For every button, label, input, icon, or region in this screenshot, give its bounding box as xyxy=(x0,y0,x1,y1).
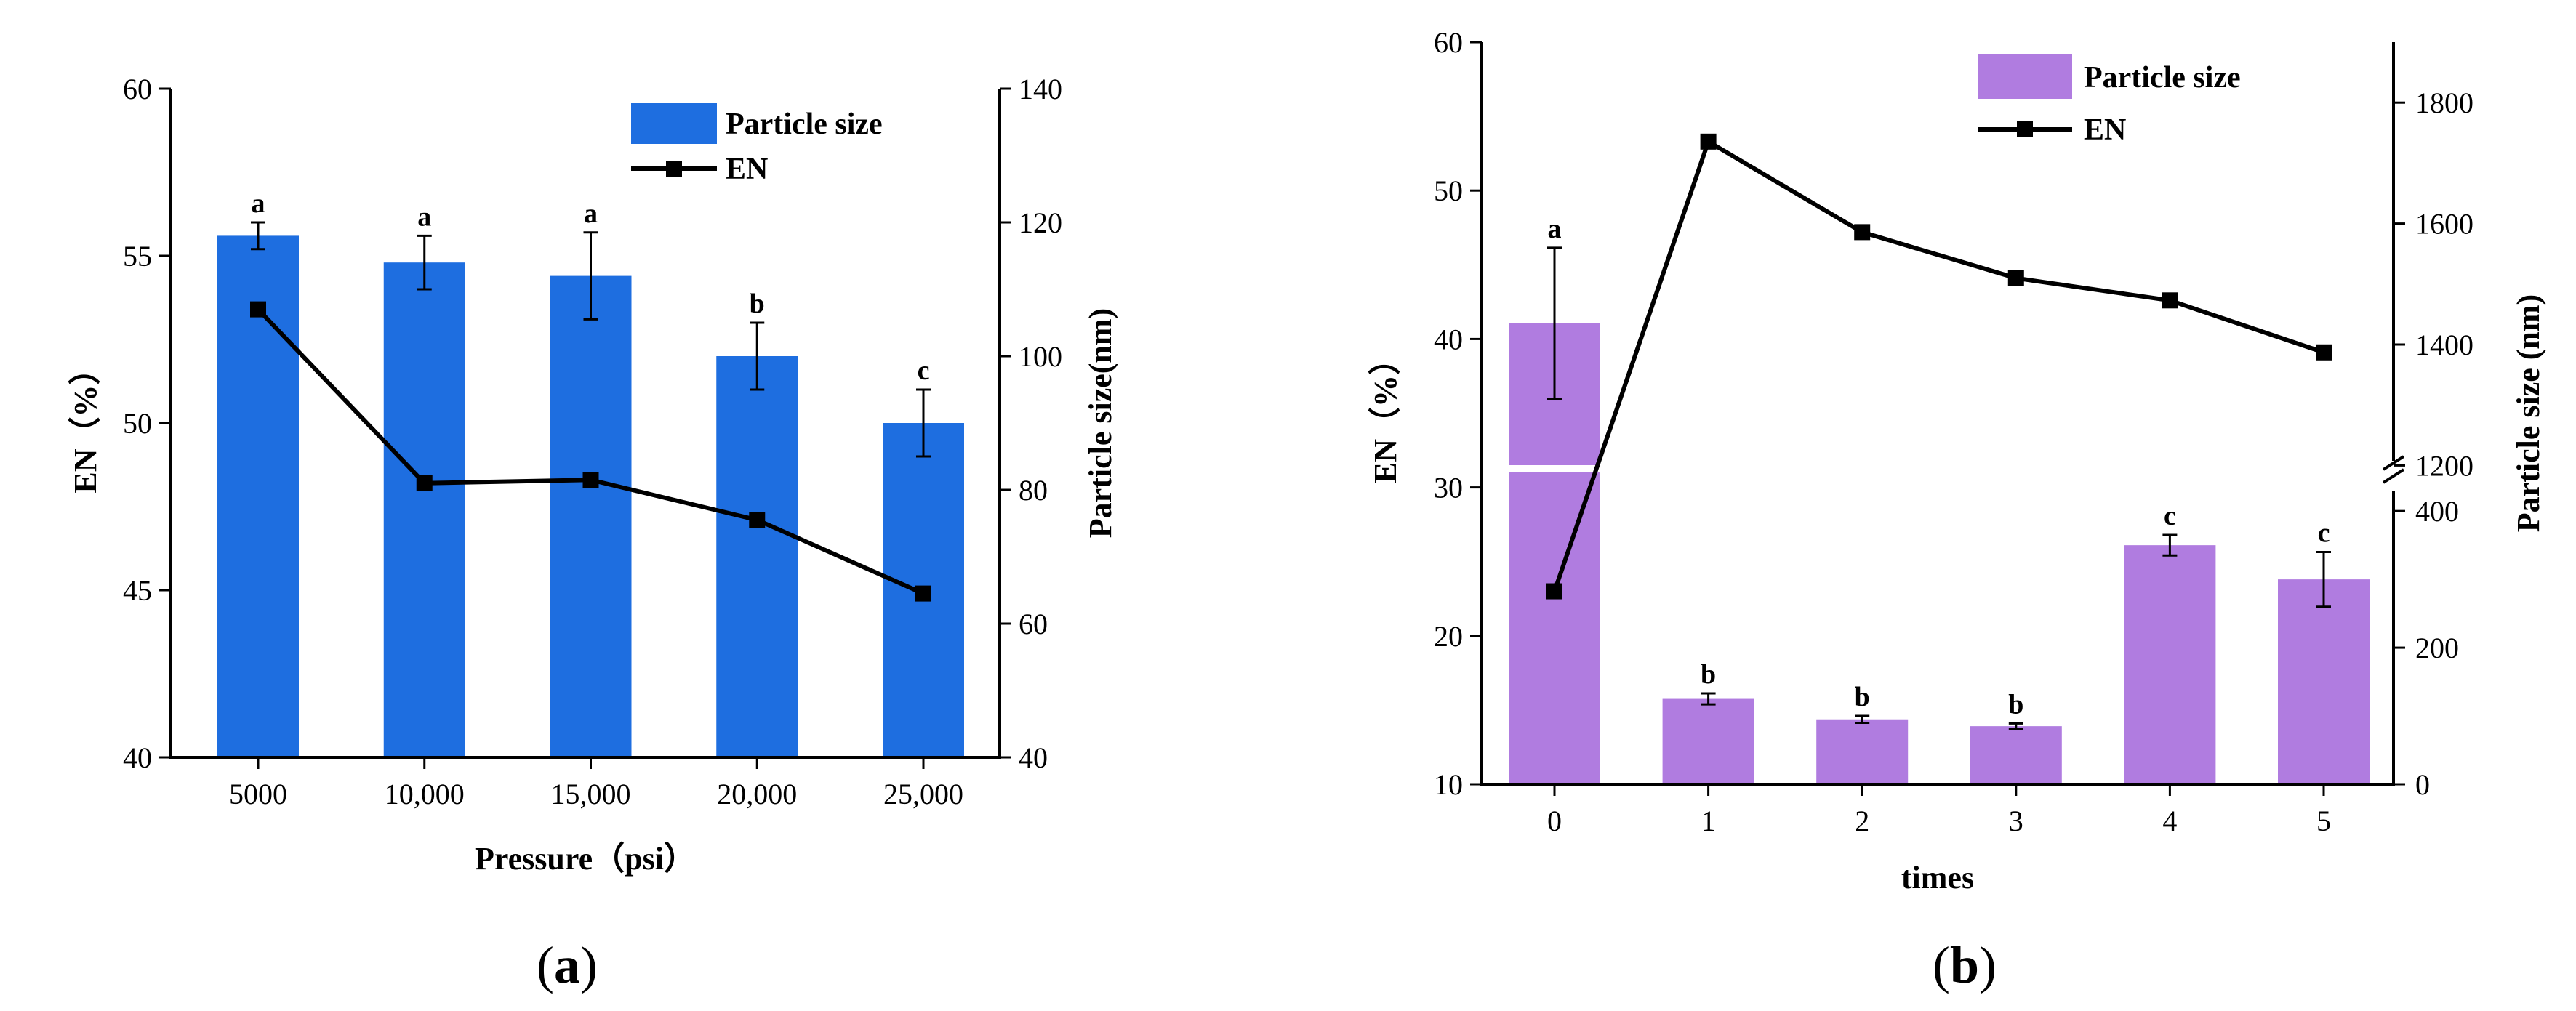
significance-letter: b xyxy=(1701,659,1716,690)
chart-b: abb bcc1020304050600200400120014001600180… xyxy=(1368,26,2546,994)
x-tick-label: 1 xyxy=(1701,805,1716,837)
significance-letter: a xyxy=(417,201,431,232)
legend-label-particle-size: Particle size xyxy=(726,108,883,141)
significance-letter: b xyxy=(2008,689,2023,720)
x-tick-label: 10,000 xyxy=(385,778,465,810)
y-tick-label-right: 40 xyxy=(1019,741,1048,774)
bar xyxy=(383,262,465,757)
y-tick-label-right: 120 xyxy=(1019,206,1062,239)
y-tick-label-left: 50 xyxy=(123,407,152,440)
x-tick-label: 20,000 xyxy=(717,778,797,810)
y-tick-label-left: 50 xyxy=(1434,174,1463,207)
bar xyxy=(1509,323,1600,784)
en-point xyxy=(749,512,766,528)
y-tick-label-right: 0 xyxy=(2415,768,2430,801)
significance-letter: c xyxy=(2318,518,2330,549)
bar xyxy=(1662,698,1754,784)
legend-swatch-bar xyxy=(1978,54,2072,99)
x-tick-label: 25,000 xyxy=(883,778,963,810)
y-tick-label-right: 1600 xyxy=(2415,208,2473,241)
y-tick-label-right: 100 xyxy=(1019,340,1062,373)
en-point xyxy=(915,585,931,602)
en-point xyxy=(1700,133,1717,150)
bar xyxy=(550,275,632,758)
en-point xyxy=(1546,583,1562,600)
y-tick-label-left: 60 xyxy=(1434,26,1463,59)
legend-swatch-marker xyxy=(666,161,682,177)
y-tick-label-left: 20 xyxy=(1434,620,1463,653)
x-axis-label: Pressure（psi） xyxy=(475,841,696,877)
legend-swatch-marker xyxy=(2017,121,2033,137)
bar xyxy=(716,356,798,757)
y-tick-label-right: 400 xyxy=(2415,495,2459,528)
bar xyxy=(2124,545,2216,784)
x-tick-label: 0 xyxy=(1547,805,1562,837)
legend-label-particle-size: Particle size xyxy=(2084,61,2241,94)
x-tick-label: 2 xyxy=(1855,805,1869,837)
en-point xyxy=(2007,270,2024,286)
significance-letter: a xyxy=(1548,214,1562,244)
x-axis-label: times xyxy=(1901,860,1974,895)
y-axis-label-right: Particle size (nm) xyxy=(2511,294,2546,532)
significance-letter: b xyxy=(750,289,765,319)
y-tick-label-right: 140 xyxy=(1019,73,1062,105)
y-tick-label-left: 45 xyxy=(123,574,152,607)
y-tick-label-left: 55 xyxy=(123,240,152,273)
x-tick-label: 5 xyxy=(2316,805,2331,837)
en-line xyxy=(1552,138,2324,592)
y-tick-label-left: 40 xyxy=(1434,323,1463,355)
y-tick-label-right: 80 xyxy=(1019,474,1048,507)
bar xyxy=(1970,726,2062,784)
bar xyxy=(217,235,299,757)
significance-letter: a xyxy=(252,188,265,219)
panel-label-a: (a) xyxy=(537,936,598,994)
y-tick-label-right: 1200 xyxy=(2415,449,2473,482)
bar xyxy=(2278,579,2370,784)
x-tick-label: 4 xyxy=(2162,805,2177,837)
axis-break-gap xyxy=(1507,465,1602,472)
en-point xyxy=(2316,344,2332,361)
y-tick-label-left: 40 xyxy=(123,741,152,774)
x-tick-label: 15,000 xyxy=(551,778,631,810)
x-tick-label: 5000 xyxy=(229,778,287,810)
y-tick-label-right: 1800 xyxy=(2415,86,2473,119)
axis-break-mark xyxy=(2382,468,2405,484)
bar xyxy=(1816,719,1909,784)
significance-letter: c xyxy=(2164,501,2176,531)
y-axis-label-left: EN（%） xyxy=(1368,343,1403,483)
legend-label-en: EN xyxy=(2084,113,2126,147)
en-point xyxy=(416,475,433,491)
en-point xyxy=(250,301,266,318)
y-tick-label-right: 60 xyxy=(1019,608,1048,640)
significance-letter: c xyxy=(918,355,930,386)
y-tick-label-right: 1400 xyxy=(2415,329,2473,361)
legend-swatch-bar xyxy=(631,103,717,144)
chart-a: a a a b c 40 45 50 55 60 40 60 80 100 120 140 5000 10,000… xyxy=(68,73,1118,994)
panel-label-b: (b) xyxy=(1933,936,1997,994)
x-tick-label: 3 xyxy=(2009,805,2023,837)
significance-letter: b xyxy=(1855,682,1870,712)
en-point xyxy=(2162,292,2178,309)
y-tick-label-left: 60 xyxy=(123,73,152,105)
en-point xyxy=(582,472,599,488)
y-axis-label-right: Particle size(nm) xyxy=(1083,308,1118,538)
axis-break-mark xyxy=(2382,455,2405,471)
y-tick-label-right: 200 xyxy=(2415,632,2459,664)
y-tick-label-left: 10 xyxy=(1434,768,1463,801)
y-axis-label-left: EN（%） xyxy=(68,353,103,493)
significance-letter: a xyxy=(584,198,598,229)
legend-label-en: EN xyxy=(726,153,768,186)
en-point xyxy=(1854,224,1871,241)
y-tick-label-left: 30 xyxy=(1434,472,1463,504)
